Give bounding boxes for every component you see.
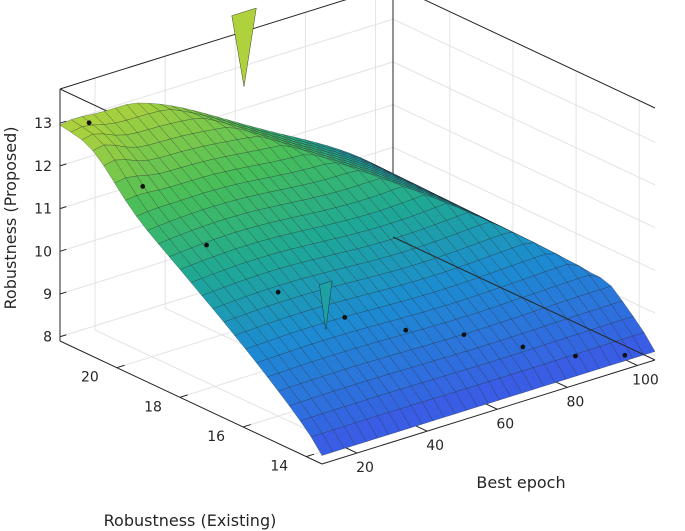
z-tick-mark [59, 163, 67, 167]
x-tick-label: 60 [496, 416, 514, 432]
x-tick-mark [626, 359, 638, 366]
z-axis-label: Robustness (Proposed) [1, 127, 20, 310]
z-tick-mark [59, 334, 67, 338]
backwall-grid-z [59, 18, 394, 124]
y-tick-label: 14 [270, 459, 288, 475]
sidewall-grid-z [392, 18, 656, 143]
x-tick-label: 40 [426, 438, 444, 454]
data-point [461, 332, 467, 338]
z-tick-label: 9 [43, 287, 52, 303]
sidewall-grid-z [392, 146, 656, 271]
data-point [342, 314, 348, 320]
data-point [573, 353, 578, 359]
y-tick-label: 20 [81, 370, 99, 386]
z-tick-mark [59, 120, 67, 124]
z-tick-label: 10 [34, 244, 52, 260]
sidewall-grid-z [392, 61, 656, 186]
data-point [520, 344, 526, 350]
x-tick-mark [556, 381, 568, 388]
front-box-edges [59, 89, 656, 465]
data-points [86, 120, 628, 359]
x-tick-mark [415, 425, 428, 432]
y-tick-mark [306, 453, 315, 458]
box-edge-side-top [423, 0, 656, 109]
x-tick-mark [486, 403, 498, 410]
y-tick-label: 16 [207, 429, 225, 445]
x-axis-label: Best epoch [476, 473, 565, 492]
surface-spikes [231, 7, 333, 330]
y-tick-mark [179, 394, 188, 398]
x-tick-label: 80 [566, 394, 584, 410]
data-point [275, 289, 281, 295]
x-tick-label: 20 [356, 460, 374, 476]
y-axis-label: Robustness (Existing) [104, 511, 277, 530]
data-point [204, 242, 209, 248]
tick-labels: 20 40 60 80 100 14 16 18 20 8 9 10 11 12 13 [34, 116, 659, 476]
z-tick-mark [59, 291, 67, 295]
box-edge-floor-right [392, 236, 656, 361]
z-tick-mark [59, 206, 67, 210]
data-point [140, 184, 146, 189]
front-spike [319, 280, 333, 330]
z-tick-label: 8 [43, 330, 52, 346]
y-tick-mark [116, 364, 125, 369]
z-tick-mark [59, 248, 67, 252]
box-edge-back-top [59, 0, 347, 90]
y-tick-mark [242, 424, 251, 428]
z-tick-label: 13 [34, 116, 52, 132]
top-spike [231, 7, 257, 87]
sidewall-grid-z [392, 104, 656, 229]
data-point [403, 327, 409, 333]
data-point [86, 120, 92, 126]
z-tick-label: 11 [34, 202, 52, 218]
data-point [622, 352, 628, 358]
x-axis-line [321, 359, 656, 465]
y-tick-label: 18 [144, 399, 162, 415]
x-tick-mark [345, 447, 358, 454]
surface-patch [310, 433, 334, 456]
y-axis-line [59, 340, 323, 465]
surface-mesh [59, 102, 656, 456]
x-tick-label: 100 [632, 372, 659, 388]
z-tick-label: 12 [34, 159, 52, 175]
